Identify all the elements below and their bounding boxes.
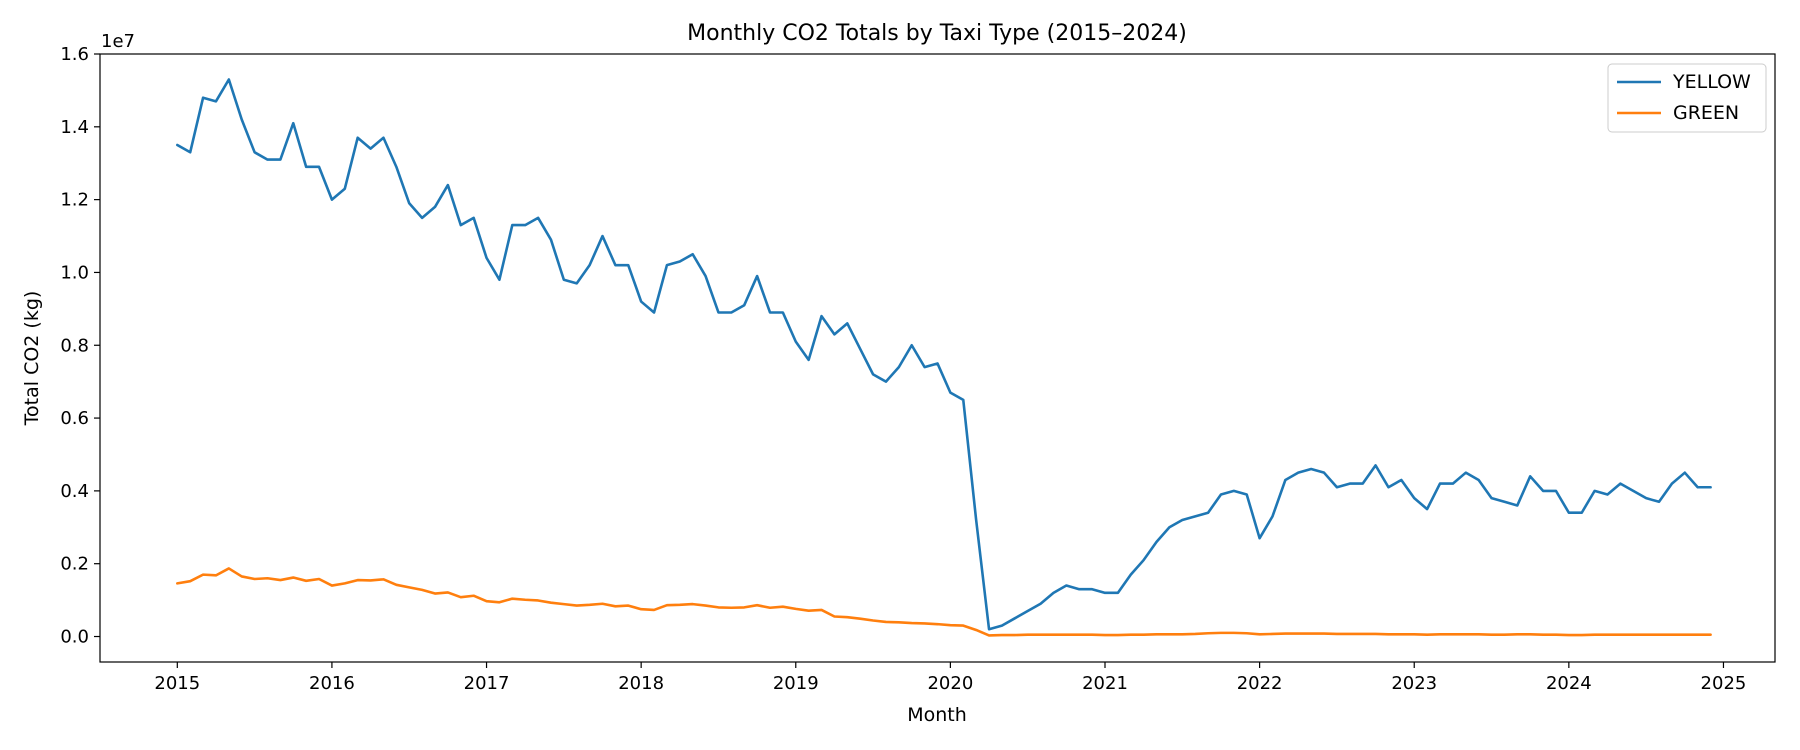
x-tick-label: 2018 [618, 673, 664, 694]
legend-green-label: GREEN [1673, 102, 1739, 124]
y-tick-label: 1.0 [60, 262, 89, 283]
y-tick-label: 1.6 [60, 44, 89, 65]
y-offset-label: 1e7 [101, 31, 135, 52]
x-axis: 2015 2016 2017 2018 2019 2020 2021 2022 2023 2024… [154, 662, 1746, 694]
x-axis-label: Month [907, 704, 967, 726]
y-tick-label: 0.6 [60, 408, 89, 429]
y-tick-label: 1.4 [60, 117, 89, 138]
y-tick-label: 0.2 [60, 554, 89, 575]
series-line-yellow [176, 78, 1712, 631]
x-tick-label: 2021 [1082, 673, 1128, 694]
x-tick-label: 2016 [309, 673, 355, 694]
x-tick-label: 2020 [927, 673, 973, 694]
legend-yellow-label: YELLOW [1672, 71, 1751, 93]
x-tick-label: 2023 [1391, 673, 1437, 694]
x-tick-label: 2025 [1701, 673, 1747, 694]
series-lines [176, 78, 1712, 637]
x-tick-label: 2015 [154, 673, 200, 694]
y-tick-label: 0.0 [60, 627, 89, 648]
y-tick-label: 0.4 [60, 481, 89, 502]
y-tick-label: 1.2 [60, 190, 89, 211]
series-line-green [176, 567, 1712, 637]
x-tick-label: 2017 [464, 673, 510, 694]
x-tick-label: 2024 [1546, 673, 1592, 694]
chart-title: Monthly CO2 Totals by Taxi Type (2015–20… [687, 21, 1187, 46]
legend: YELLOW GREEN [1607, 63, 1767, 133]
x-tick-label: 2019 [773, 673, 819, 694]
y-axis-label: Total CO2 (kg) [21, 291, 43, 427]
plot-area [99, 53, 1776, 663]
y-axis: 0.0 0.2 0.4 0.6 0.8 1.0 1.2 1.4 1.6 [60, 44, 100, 648]
x-tick-label: 2022 [1237, 673, 1283, 694]
y-tick-label: 0.8 [60, 335, 89, 356]
